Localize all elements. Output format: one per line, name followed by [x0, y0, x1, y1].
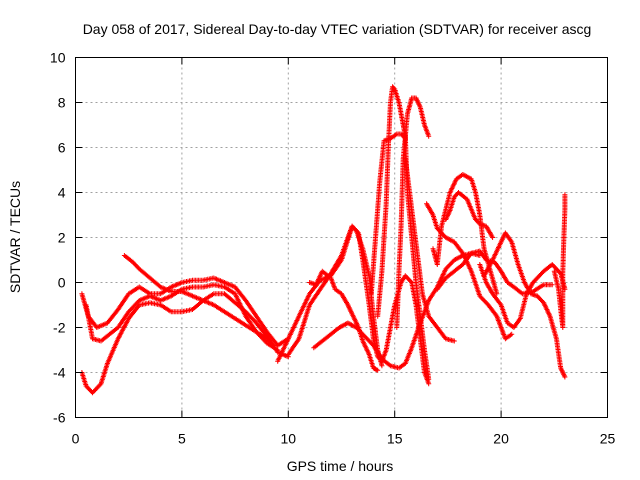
data-marker-track: [285, 223, 385, 369]
data-marker-track: [477, 262, 568, 330]
y-axis-label: SDTVAR / TECUs: [7, 181, 23, 293]
y-tick-label: 0: [58, 275, 66, 291]
x-tick-label: 25: [600, 431, 616, 447]
data-marker-track: [434, 248, 555, 297]
data-marker-track: [481, 230, 568, 380]
series-track-4: [121, 253, 276, 348]
chart-title: Day 058 of 2017, Sidereal Day-to-day VTE…: [83, 21, 592, 37]
y-tick-label: -6: [53, 410, 66, 426]
data-marker-track: [394, 95, 432, 330]
series-track-15: [443, 190, 496, 240]
data-points: [79, 84, 568, 396]
y-tick-label: -2: [53, 320, 66, 336]
series-track-3: [79, 291, 291, 396]
y-tick-label: 2: [58, 230, 66, 246]
plot-frame: [75, 57, 608, 418]
data-marker-track: [368, 131, 408, 297]
grid-lines: [75, 57, 608, 418]
y-tick-label: 10: [50, 50, 66, 66]
data-marker-track: [121, 253, 276, 348]
series-track-17: [477, 262, 568, 330]
y-tick-label: 6: [58, 140, 66, 156]
x-tick-label: 10: [281, 431, 297, 447]
series-track-13: [424, 201, 515, 342]
data-marker-track: [443, 190, 496, 240]
series-track-12: [402, 156, 457, 344]
series-track-16: [434, 248, 555, 297]
x-tick-label: 0: [72, 431, 80, 447]
data-marker-track: [402, 156, 457, 344]
series-track-11: [394, 95, 432, 330]
series-track-10: [368, 131, 408, 297]
data-marker-track: [551, 192, 568, 330]
series-track-19: [551, 192, 568, 330]
y-tick-label: -4: [53, 365, 66, 381]
data-marker-track: [375, 84, 432, 382]
y-tick-label: 8: [58, 95, 66, 111]
x-tick-label: 15: [387, 431, 403, 447]
data-marker-track: [424, 201, 515, 342]
series-track-18: [481, 230, 568, 380]
x-tick-label: 20: [493, 431, 509, 447]
axes: 0 5 10 15 20 25 -6 -4 -2 0 2 4 6 8 10: [50, 50, 616, 447]
y-tick-label: 4: [58, 185, 66, 201]
series-track-9: [375, 84, 432, 382]
series-track-6: [285, 223, 385, 369]
x-axis-label: GPS time / hours: [287, 458, 394, 474]
data-marker-track: [79, 291, 291, 396]
x-tick-label: 5: [178, 431, 186, 447]
